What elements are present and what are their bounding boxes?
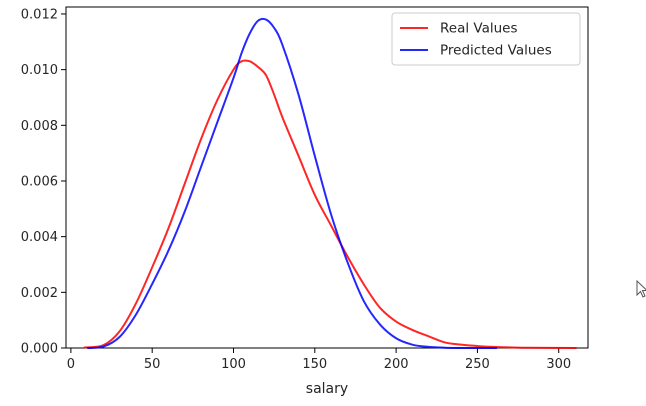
legend-box — [391, 12, 581, 66]
x-tick-label: 100 — [221, 357, 246, 372]
legend-label-predicted-values: Predicted Values — [440, 43, 552, 59]
series-line-real-values — [83, 59, 577, 349]
plot-frame — [65, 6, 589, 349]
y-tick-label: 0.000 — [21, 342, 58, 357]
y-tick-label: 0.012 — [21, 7, 58, 22]
x-axis-title: salary — [306, 381, 348, 397]
x-tick-label: 0 — [67, 357, 75, 372]
y-tick-label: 0.002 — [21, 286, 58, 301]
y-tick-label: 0.008 — [21, 119, 58, 134]
legend-label-real-values: Real Values — [440, 21, 518, 37]
y-axis: 0.000 0.002 0.004 0.006 0.008 0.010 0.012 — [21, 7, 66, 357]
x-tick-label: 200 — [384, 357, 409, 372]
mouse-cursor-icon — [636, 280, 646, 298]
x-tick-label: 50 — [144, 357, 161, 372]
legend: Real Values Predicted Values — [391, 12, 581, 66]
x-tick-label: 300 — [546, 357, 571, 372]
x-tick-label: 150 — [302, 357, 327, 372]
x-axis: 0 50 100 150 200 250 300 — [67, 348, 571, 372]
y-tick-label: 0.010 — [21, 63, 58, 78]
x-tick-label: 250 — [465, 357, 490, 372]
plot-border — [65, 6, 589, 349]
series-line-predicted-values — [87, 17, 497, 350]
y-tick-label: 0.006 — [21, 174, 58, 189]
y-tick-label: 0.004 — [21, 230, 58, 245]
series-lines — [83, 17, 577, 350]
